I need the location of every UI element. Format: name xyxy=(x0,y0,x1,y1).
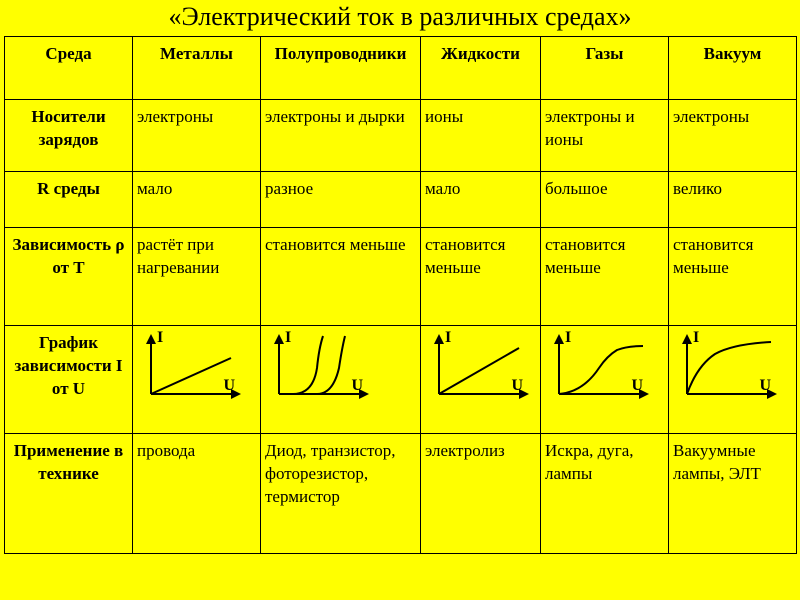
svg-text:U: U xyxy=(511,377,523,394)
row-carriers-label: Носители зарядов xyxy=(5,100,133,172)
col-header-2: Полупроводники xyxy=(261,37,421,100)
page-title: «Электрический ток в различных средах» xyxy=(0,0,800,36)
graph-gases-svg: IU xyxy=(543,328,661,406)
graph-metals: IU xyxy=(133,326,261,434)
application-metals: провода xyxy=(133,434,261,554)
graph-liquids: IU xyxy=(421,326,541,434)
svg-text:I: I xyxy=(445,329,451,346)
graph-semiconductors: IU xyxy=(261,326,421,434)
application-semiconductors: Диод, транзистор, фоторезистор, термисто… xyxy=(261,434,421,554)
svg-text:I: I xyxy=(285,329,291,346)
application-gases: Искра, дуга, лампы xyxy=(541,434,669,554)
header-row: Среда Металлы Полупроводники Жидкости Га… xyxy=(5,37,797,100)
application-liquids: электролиз xyxy=(421,434,541,554)
carriers-gases: электроны и ионы xyxy=(541,100,669,172)
row-application-label: Применение в технике xyxy=(5,434,133,554)
rhoT-gases: становится меньше xyxy=(541,228,669,326)
graph-gases: IU xyxy=(541,326,669,434)
svg-text:U: U xyxy=(631,377,643,394)
row-graph-label: График зависимости I от U xyxy=(5,326,133,434)
resistance-vacuum: велико xyxy=(669,172,797,228)
svg-text:I: I xyxy=(693,329,699,346)
col-header-4: Газы xyxy=(541,37,669,100)
svg-text:U: U xyxy=(351,377,363,394)
col-header-0: Среда xyxy=(5,37,133,100)
comparison-table: Среда Металлы Полупроводники Жидкости Га… xyxy=(4,36,797,554)
rhoT-semiconductors: становится меньше xyxy=(261,228,421,326)
svg-text:U: U xyxy=(223,377,235,394)
row-graph: График зависимости I от U IU IU IU IU IU xyxy=(5,326,797,434)
svg-text:I: I xyxy=(565,329,571,346)
col-header-3: Жидкости xyxy=(421,37,541,100)
resistance-metals: мало xyxy=(133,172,261,228)
graph-semiconductors-svg: IU xyxy=(263,328,381,406)
graph-vacuum: IU xyxy=(669,326,797,434)
svg-text:U: U xyxy=(759,377,771,394)
rhoT-vacuum: становится меньше xyxy=(669,228,797,326)
col-header-5: Вакуум xyxy=(669,37,797,100)
row-resistance-label: R среды xyxy=(5,172,133,228)
graph-liquids-svg: IU xyxy=(423,328,541,406)
page: «Электрический ток в различных средах» С… xyxy=(0,0,800,600)
carriers-metals: электроны xyxy=(133,100,261,172)
svg-text:I: I xyxy=(157,329,163,346)
rhoT-metals: растёт при нагревании xyxy=(133,228,261,326)
row-carriers: Носители зарядов электроны электроны и д… xyxy=(5,100,797,172)
rhoT-liquids: становится меньше xyxy=(421,228,541,326)
resistance-gases: большое xyxy=(541,172,669,228)
resistance-semiconductors: разное xyxy=(261,172,421,228)
row-rhoT: Зависимость ρ от T растёт при нагревании… xyxy=(5,228,797,326)
row-application: Применение в технике провода Диод, транз… xyxy=(5,434,797,554)
resistance-liquids: мало xyxy=(421,172,541,228)
graph-metals-svg: IU xyxy=(135,328,253,406)
carriers-liquids: ионы xyxy=(421,100,541,172)
application-vacuum: Вакуумные лампы, ЭЛТ xyxy=(669,434,797,554)
row-rhoT-label: Зависимость ρ от T xyxy=(5,228,133,326)
graph-vacuum-svg: IU xyxy=(671,328,789,406)
carriers-semiconductors: электроны и дырки xyxy=(261,100,421,172)
row-resistance: R среды мало разное мало большое велико xyxy=(5,172,797,228)
col-header-1: Металлы xyxy=(133,37,261,100)
carriers-vacuum: электроны xyxy=(669,100,797,172)
